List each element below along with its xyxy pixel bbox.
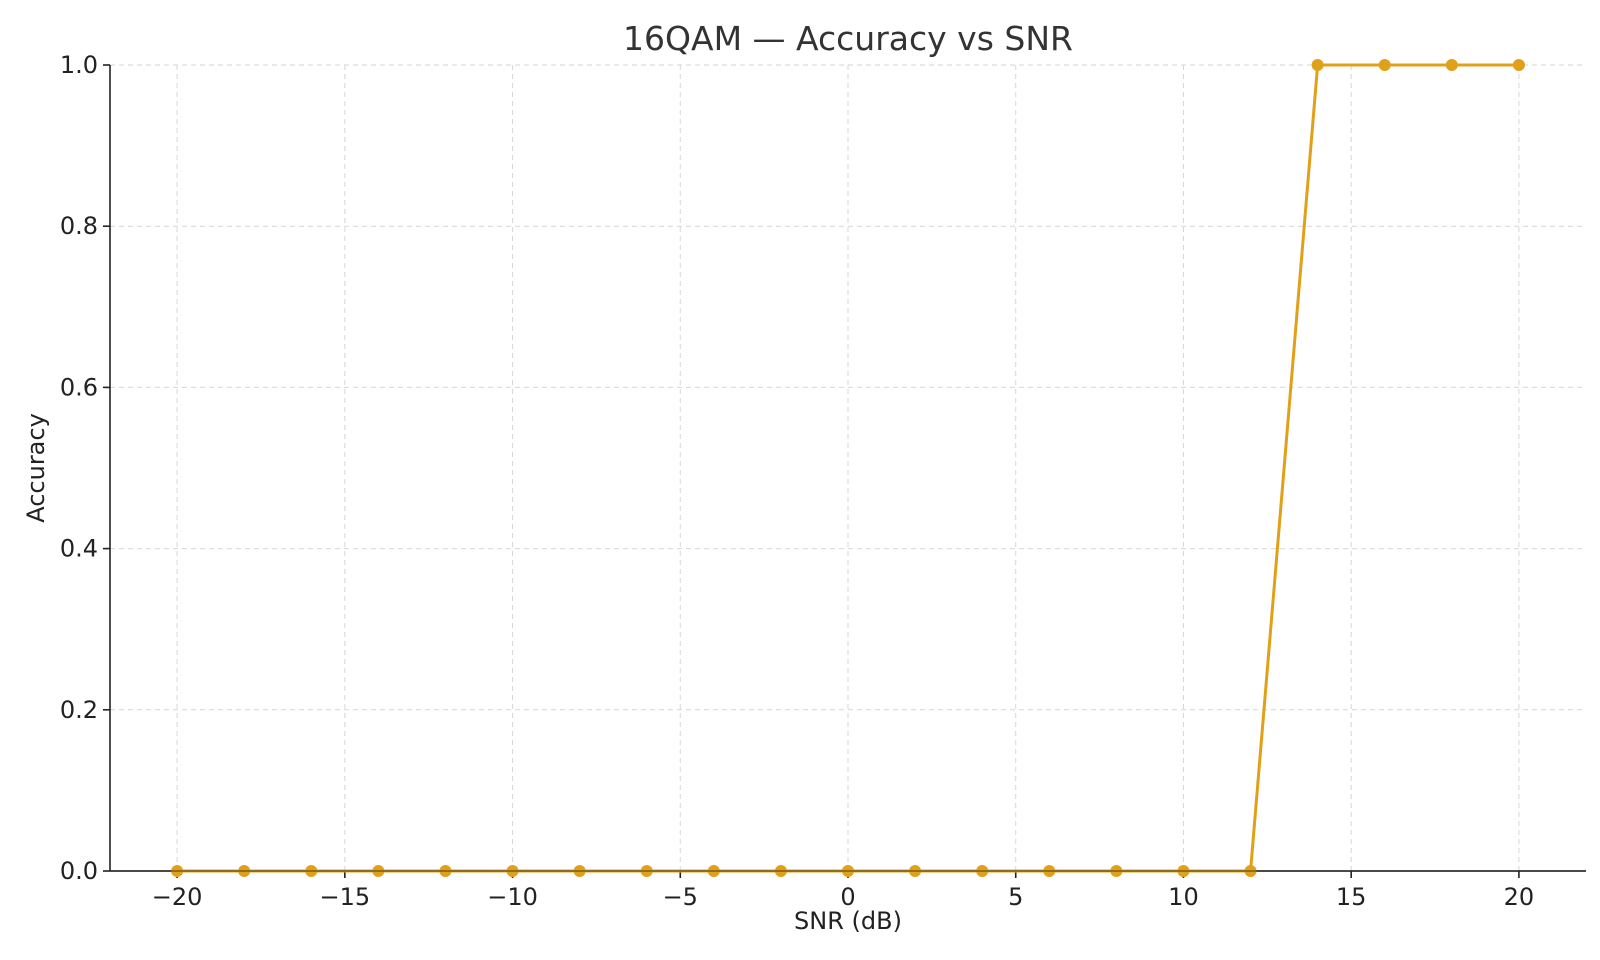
y-axis-ticks: 0.0 0.2 0.4 0.6 0.8 1.0 <box>60 51 110 885</box>
y-tick-label: 0.4 <box>60 535 98 563</box>
x-tick-label: −20 <box>152 883 203 911</box>
data-point <box>1311 59 1324 71</box>
x-tick-label: 0 <box>840 883 855 911</box>
series <box>171 59 1525 877</box>
y-tick-label: 0.0 <box>60 857 98 885</box>
y-tick-label: 0.8 <box>60 212 98 240</box>
x-tick-label: −15 <box>319 883 370 911</box>
x-tick-label: 15 <box>1336 883 1367 911</box>
y-tick-label: 0.2 <box>60 696 98 724</box>
x-axis-ticks: −20 −15 −10 −5 0 5 10 15 20 <box>152 871 1534 911</box>
x-tick-label: 5 <box>1008 883 1023 911</box>
y-axis-label: Accuracy <box>22 413 50 523</box>
x-tick-label: 10 <box>1168 883 1199 911</box>
grid <box>110 64 1586 872</box>
x-tick-label: −5 <box>663 883 698 911</box>
y-tick-label: 0.6 <box>60 373 98 401</box>
chart-title: 16QAM — Accuracy vs SNR <box>623 19 1073 58</box>
x-tick-label: −10 <box>487 883 538 911</box>
data-point <box>1445 59 1458 71</box>
data-point <box>1512 59 1525 71</box>
data-point <box>1378 59 1391 71</box>
series-layer <box>110 59 1586 877</box>
x-axis-label: SNR (dB) <box>794 907 902 935</box>
y-tick-label: 1.0 <box>60 51 98 79</box>
x-tick-label: 20 <box>1504 883 1535 911</box>
